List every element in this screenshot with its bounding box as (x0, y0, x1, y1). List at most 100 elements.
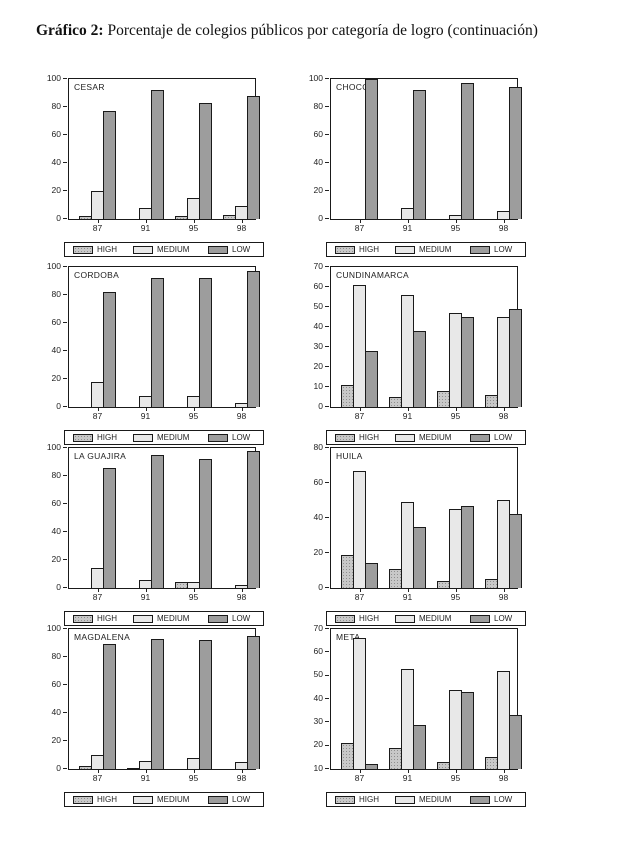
x-tick-mark (193, 220, 195, 223)
x-tick-label: 91 (126, 408, 165, 421)
y-tick-mark (325, 447, 329, 448)
y-tick-mark (325, 386, 329, 387)
y-tick-label: 40 (51, 525, 61, 536)
legend-label: HIGH (97, 613, 117, 623)
medium-swatch (133, 795, 153, 804)
bar-low (365, 563, 378, 588)
x-tick-mark (359, 770, 361, 773)
y-tick-mark (325, 587, 329, 588)
legend-label: LOW (232, 613, 251, 623)
bar-low (365, 764, 378, 769)
medium-swatch (395, 245, 415, 254)
bar-group (223, 636, 260, 769)
x-tick-label: 98 (484, 220, 523, 233)
chart-cundinamarca: 0 10 20 30 40 50 60 70 CUNDINAMARCA 87 91 95 98 HI… (302, 261, 526, 445)
legend: HIGH MEDIUM LOW (64, 792, 264, 807)
y-tick-label: 60 (51, 678, 61, 689)
plot-area: CHOCO (330, 78, 522, 220)
figure-title-prefix: Gráfico 2: (36, 22, 104, 39)
bar-group (437, 690, 474, 769)
y-tick-label: 60 (313, 476, 323, 487)
x-axis: 87 91 95 98 (330, 408, 518, 424)
legend-item-high: HIGH (335, 614, 379, 623)
x-axis: 87 91 95 98 (68, 770, 256, 786)
legend-label: LOW (494, 794, 513, 804)
bar-low (509, 715, 522, 769)
bar-low (413, 527, 426, 588)
bar-low (103, 292, 116, 407)
legend-label: MEDIUM (157, 244, 190, 254)
x-tick-mark (455, 220, 457, 223)
bar-low (199, 103, 212, 219)
bar-high (437, 391, 450, 407)
medium-swatch (133, 433, 153, 442)
y-tick-label: 0 (318, 212, 323, 223)
y-axis: 0 20 40 60 80 100 (40, 442, 68, 591)
bar-high (341, 743, 354, 769)
low-swatch (470, 433, 490, 442)
x-axis: 87 91 95 98 (330, 589, 518, 605)
bar-group (485, 671, 522, 769)
high-swatch (73, 614, 93, 623)
legend-item-medium: MEDIUM (133, 433, 189, 442)
y-tick-label: 30 (313, 340, 323, 351)
figure-title-text: Porcentaje de colegios públicos por cate… (103, 22, 538, 39)
y-tick-label: 10 (313, 380, 323, 391)
y-tick-mark (325, 162, 329, 163)
y-axis: 0 20 40 60 80 100 (302, 73, 330, 222)
legend-label: MEDIUM (419, 794, 452, 804)
chart-magdalena: 0 20 40 60 80 100 MAGDALENA 87 91 95 98 HIGH MEDI… (40, 623, 264, 807)
legend-label: MEDIUM (157, 794, 190, 804)
y-tick-label: 40 (313, 156, 323, 167)
legend-label: HIGH (359, 432, 379, 442)
legend-item-low: LOW (470, 245, 512, 254)
y-tick-label: 20 (51, 372, 61, 383)
y-tick-label: 100 (46, 622, 61, 633)
y-tick-mark (325, 218, 329, 219)
legend-label: MEDIUM (419, 244, 452, 254)
legend-label: HIGH (359, 794, 379, 804)
y-tick-label: 0 (56, 762, 61, 773)
low-swatch (470, 795, 490, 804)
bar-group (437, 83, 474, 219)
legend-item-low: LOW (470, 794, 513, 804)
x-tick-label: 87 (78, 770, 117, 783)
y-axis: 0 20 40 60 80 100 (40, 261, 68, 410)
chart-title: META (336, 632, 361, 642)
high-swatch (73, 245, 93, 254)
bar-low (461, 83, 474, 219)
legend-item-medium: MEDIUM (395, 614, 451, 623)
medium-swatch (395, 614, 415, 623)
high-swatch (335, 433, 355, 442)
x-tick-label: 91 (126, 589, 165, 602)
x-tick-mark (503, 220, 505, 223)
bar-low (413, 90, 426, 219)
bar-low (247, 271, 260, 407)
legend-item-high: HIGH (335, 794, 379, 804)
y-tick-mark (63, 628, 67, 629)
plot-area: HUILA (330, 447, 522, 589)
legend-label: HIGH (97, 432, 117, 442)
legend-label: LOW (232, 794, 251, 804)
y-tick-label: 0 (318, 400, 323, 411)
x-tick-mark (145, 770, 147, 773)
bar-low (151, 639, 164, 769)
bar-low (365, 351, 378, 407)
y-tick-mark (63, 503, 67, 504)
x-tick-mark (241, 770, 243, 773)
y-tick-label: 50 (313, 300, 323, 311)
bar-low (103, 111, 116, 219)
y-tick-label: 0 (56, 212, 61, 223)
medium-swatch (395, 433, 415, 442)
medium-swatch (133, 614, 153, 623)
chart-choco: 0 20 40 60 80 100 CHOCO 87 91 95 98 HIGH MEDIUM LO… (302, 73, 526, 257)
low-swatch (208, 795, 228, 804)
bar-group (127, 455, 164, 588)
legend-item-high: HIGH (73, 245, 117, 254)
legend-label: LOW (232, 432, 251, 442)
y-tick-mark (325, 768, 329, 769)
bar-low (365, 79, 378, 219)
legend-label: HIGH (97, 794, 117, 804)
y-tick-mark (63, 656, 67, 657)
chart-cesar: 0 20 40 60 80 100 CESAR 87 91 95 98 HIGH MEDIUM LO… (40, 73, 264, 257)
